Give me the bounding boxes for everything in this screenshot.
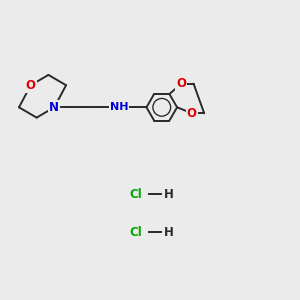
Text: O: O (26, 79, 36, 92)
Text: H: H (164, 226, 174, 239)
Text: N: N (49, 101, 59, 114)
Text: O: O (187, 107, 197, 120)
Text: Cl: Cl (129, 226, 142, 239)
Text: H: H (164, 188, 174, 201)
Text: O: O (176, 77, 186, 90)
Text: NH: NH (110, 102, 128, 112)
Text: Cl: Cl (129, 188, 142, 201)
